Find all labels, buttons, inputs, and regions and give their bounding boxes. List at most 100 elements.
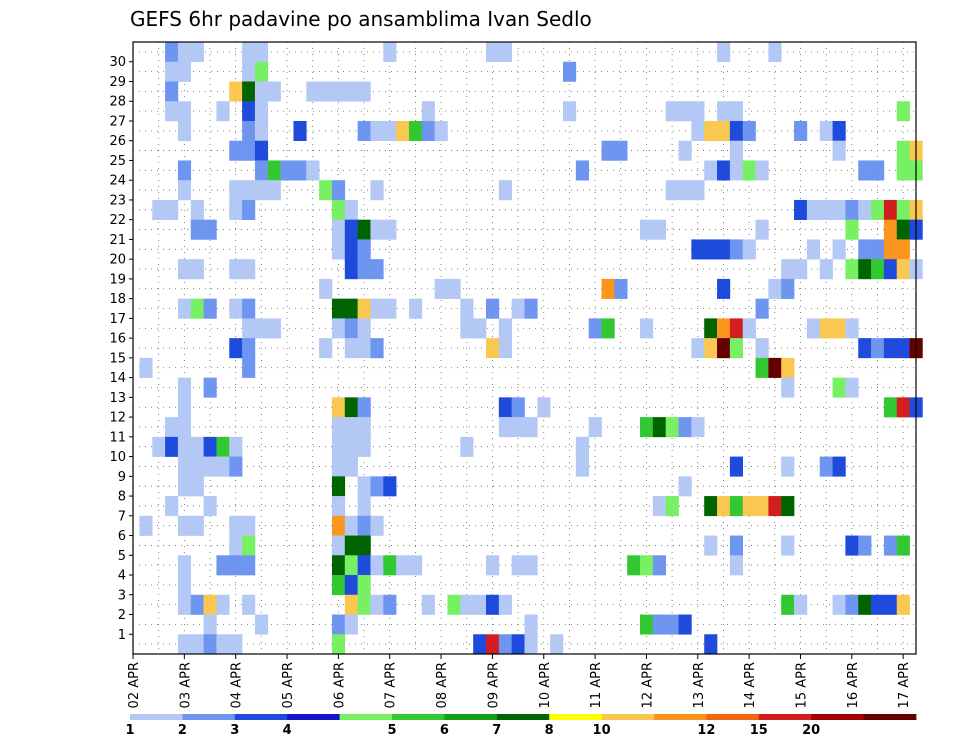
heatmap-cell <box>729 496 744 517</box>
x-tick-label: 05 APR <box>281 662 296 708</box>
heatmap-cell <box>203 456 217 477</box>
heatmap-cell <box>421 594 435 615</box>
heatmap-cell <box>216 634 230 655</box>
legend-level-label: 20 <box>802 723 820 738</box>
heatmap-cell <box>319 338 333 359</box>
heatmap-cell <box>485 298 500 319</box>
legend-swatch <box>182 714 236 720</box>
heatmap-cell <box>165 436 179 457</box>
heatmap-cell <box>871 160 885 181</box>
heatmap-cell <box>408 298 423 319</box>
legend-swatch <box>811 714 864 720</box>
heatmap-cell <box>896 140 910 161</box>
heatmap-cell <box>177 436 192 457</box>
heatmap-cell <box>883 535 898 556</box>
heatmap-cell <box>242 81 256 102</box>
heatmap-cell <box>242 555 256 576</box>
heatmap-cell <box>357 535 371 556</box>
heatmap-cell <box>806 318 821 339</box>
heatmap-cell <box>331 397 346 418</box>
heatmap-cell <box>344 239 358 260</box>
y-tick-label: 9 <box>118 470 126 485</box>
heatmap-cell <box>421 120 435 142</box>
heatmap-cell <box>139 357 153 378</box>
x-tick-label: 07 APR <box>384 662 399 708</box>
heatmap-cell <box>177 160 192 181</box>
y-tick-label: 6 <box>118 529 126 544</box>
heatmap-cell <box>896 101 910 122</box>
heatmap-cell <box>819 199 833 220</box>
heatmap-cell <box>511 298 525 319</box>
heatmap-cell <box>832 318 846 339</box>
heatmap-cell <box>331 476 346 497</box>
heatmap-cell <box>370 476 384 497</box>
heatmap-cell <box>357 555 371 576</box>
heatmap-cell <box>717 101 731 122</box>
heatmap-cell <box>331 456 346 477</box>
heatmap-cell <box>755 338 769 359</box>
heatmap-cell <box>601 278 615 299</box>
heatmap-cell <box>819 259 833 280</box>
y-tick-label: 15 <box>109 351 126 366</box>
heatmap-cell <box>357 338 371 359</box>
heatmap-cell <box>254 140 269 161</box>
heatmap-cell <box>177 555 192 576</box>
heatmap-cell <box>383 42 397 63</box>
heatmap-cell <box>640 555 654 576</box>
heatmap-cell <box>139 515 153 536</box>
heatmap-cell <box>242 338 256 359</box>
heatmap-cell <box>344 199 358 220</box>
heatmap-cell <box>254 180 269 201</box>
y-tick-label: 14 <box>109 371 126 386</box>
heatmap-cell <box>177 120 192 142</box>
heatmap-cell <box>640 614 654 635</box>
heatmap-cell <box>717 338 731 359</box>
heatmap-cell <box>408 555 423 576</box>
heatmap-cell <box>588 417 602 438</box>
heatmap-cell <box>832 456 846 477</box>
legend-level-label: 2 <box>178 723 187 738</box>
heatmap-cell <box>652 496 666 517</box>
y-tick-label: 11 <box>109 430 126 445</box>
heatmap-cell <box>229 456 243 477</box>
heatmap-cell <box>729 101 744 122</box>
heatmap-cell <box>883 338 898 359</box>
y-tick-label: 12 <box>109 411 126 426</box>
heatmap-cell <box>357 436 371 457</box>
y-tick-label: 28 <box>109 95 126 110</box>
heatmap-cell <box>781 496 795 517</box>
heatmap-cell <box>845 377 859 398</box>
heatmap-cell <box>742 496 756 517</box>
heatmap-cell <box>331 515 346 536</box>
heatmap-cell <box>896 259 910 280</box>
heatmap-cell <box>370 338 384 359</box>
heatmap-cell <box>242 199 256 220</box>
heatmap-cell <box>177 515 192 536</box>
heatmap-cell <box>524 298 538 319</box>
heatmap-cell <box>768 278 782 299</box>
heatmap-cell <box>524 614 538 635</box>
y-tick-label: 13 <box>109 391 126 406</box>
heatmap-cell <box>729 318 744 339</box>
y-tick-label: 22 <box>109 213 126 228</box>
heatmap-cell <box>177 456 192 477</box>
y-tick-label: 2 <box>118 608 126 623</box>
heatmap-cell <box>254 614 269 635</box>
legend-swatch <box>758 714 812 720</box>
legend-level-label: 4 <box>283 723 292 738</box>
heatmap-cell <box>190 456 204 477</box>
heatmap-cell <box>190 42 204 63</box>
heatmap-cell <box>242 298 256 319</box>
heatmap-cell <box>344 594 358 615</box>
heatmap-cell <box>254 81 269 102</box>
heatmap-cell <box>331 555 346 576</box>
heatmap-cell <box>498 417 512 438</box>
heatmap-cell <box>485 555 500 576</box>
x-tick-label: 09 APR <box>486 662 501 708</box>
heatmap-cell <box>319 81 333 102</box>
heatmap-cell <box>832 140 846 161</box>
legend-swatch <box>444 714 498 720</box>
heatmap-cell <box>190 436 204 457</box>
legend-level-label: 15 <box>750 723 768 738</box>
legend-swatch <box>234 714 288 720</box>
